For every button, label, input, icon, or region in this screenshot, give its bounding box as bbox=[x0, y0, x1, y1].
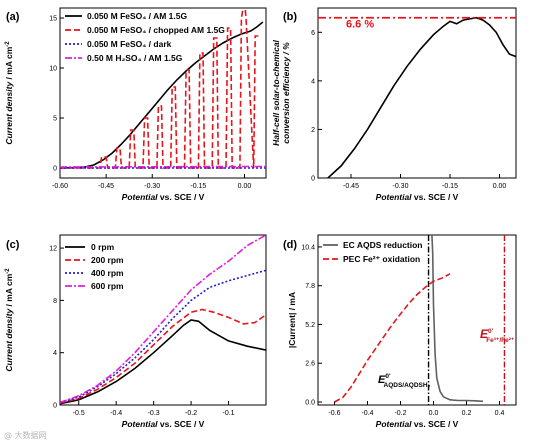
plot-frame bbox=[317, 234, 517, 406]
y-tick-label: 12 bbox=[49, 246, 57, 253]
series-group bbox=[334, 235, 484, 403]
plot-frame bbox=[59, 234, 267, 406]
series-line-1 bbox=[60, 319, 266, 405]
legend-label: 0.050 M FeSO₄ / AM 1.5G bbox=[87, 11, 187, 21]
legend-label: 600 rpm bbox=[91, 281, 124, 291]
y-tick-label: 15 bbox=[49, 16, 57, 23]
x-tick-label: -0.15 bbox=[442, 183, 458, 190]
y-tick-label: 0 bbox=[53, 403, 57, 410]
x-tick-label: -0.45 bbox=[343, 183, 359, 190]
panel-c: -0.5 -0.4 -0.3 -0.2 -0.1 0 4 8 12 Potential vs. S… bbox=[4, 234, 267, 429]
y-axis-label: Current density / mA cm-2 bbox=[4, 41, 14, 145]
x-axis-label: Potential vs. SCE / V bbox=[376, 192, 459, 202]
annotation-efficiency: 6.6 % bbox=[346, 19, 374, 31]
panel-b: -0.45 -0.30 -0.15 0.00 0 2 4 6 Potential vs. SCE… bbox=[271, 7, 517, 202]
watermark-text: @ 大数据网 bbox=[4, 430, 47, 440]
y-tick-label: 7.8 bbox=[305, 283, 315, 290]
y-tick-label: 5.2 bbox=[305, 322, 315, 329]
y-tick-label: 0.0 bbox=[305, 400, 315, 407]
series-group bbox=[60, 8, 266, 169]
legend-label: PEC Fe²⁺ oxidation bbox=[343, 254, 420, 264]
panel-d: -0.6 -0.4 -0.2 0.0 0.2 0.4 0.0 2.6 5.2 7.8 10.4 Pot… bbox=[283, 234, 517, 429]
legend-label: 200 rpm bbox=[91, 255, 124, 265]
x-tick-label: -0.30 bbox=[393, 183, 409, 190]
x-tick-label: -0.3 bbox=[148, 410, 160, 417]
plot-frame bbox=[317, 7, 517, 179]
series-line-1 bbox=[431, 235, 484, 403]
y-tick-label: 2.6 bbox=[305, 361, 315, 368]
x-tick-label: 0.4 bbox=[495, 410, 505, 417]
legend-label: 0.050 M FeSO₄ / chopped AM 1.5G bbox=[87, 25, 225, 35]
series-line-4 bbox=[60, 165, 266, 168]
x-tick-label: 0.0 bbox=[429, 410, 439, 417]
y-tick-label: 4 bbox=[53, 350, 57, 357]
series-line-2 bbox=[60, 308, 266, 404]
y-tick-label: 10 bbox=[49, 66, 57, 73]
series-line-2 bbox=[60, 8, 259, 169]
x-tick-label: -0.30 bbox=[144, 183, 160, 190]
x-axis-label: Potential vs. SCE / V bbox=[122, 419, 205, 429]
x-tick-label: -0.45 bbox=[98, 183, 114, 190]
x-axis-label: Potential vs. SCE / V bbox=[376, 419, 459, 429]
y-tick-label: 6 bbox=[311, 30, 315, 37]
x-tick-label: -0.2 bbox=[185, 410, 197, 417]
legend-label: EC AQDS reduction bbox=[343, 240, 423, 250]
legend-label: 400 rpm bbox=[91, 268, 124, 278]
annotation-fe-potential: E0' Fe³⁺/Fe²⁺ bbox=[480, 327, 515, 344]
panel-letter: (a) bbox=[6, 11, 20, 23]
y-tick-label: 8 bbox=[53, 298, 57, 305]
x-axis-label: Potential vs. SCE / V bbox=[122, 192, 205, 202]
series-line-1 bbox=[60, 21, 264, 169]
legend-label: 0.50 M H₂SO₄ / AM 1.5G bbox=[87, 53, 183, 63]
y-axis-label: Current density / mA cm-2 bbox=[4, 268, 14, 372]
series-line-4 bbox=[60, 235, 266, 404]
annotation-aqds-potential: E0' AQDS/AQDSH₂ bbox=[378, 373, 431, 389]
y-axis-label: Half-cell solar-to-chemicalconversion ef… bbox=[271, 39, 291, 145]
x-tick-label: -0.2 bbox=[394, 410, 406, 417]
plot-frame bbox=[59, 7, 267, 179]
y-tick-label: 5 bbox=[53, 116, 57, 123]
x-tick-label: -0.4 bbox=[361, 410, 373, 417]
y-axis-label: |Current| / mA bbox=[287, 292, 297, 348]
y-tick-label: 10.4 bbox=[301, 244, 315, 251]
series-group bbox=[327, 16, 516, 178]
legend-label: 0.050 M FeSO₄ / dark bbox=[87, 39, 172, 49]
x-tick-label: 0.00 bbox=[238, 183, 252, 190]
y-tick-label: 0 bbox=[311, 176, 315, 183]
series-line-1 bbox=[327, 16, 516, 178]
x-tick-label: -0.60 bbox=[52, 183, 68, 190]
series-line-3 bbox=[60, 269, 266, 404]
x-tick-label: 0.2 bbox=[462, 410, 472, 417]
x-tick-label: -0.6 bbox=[328, 410, 340, 417]
legend-label: 0 rpm bbox=[91, 242, 115, 252]
panel-letter: (b) bbox=[283, 11, 297, 23]
x-tick-label: -0.4 bbox=[110, 410, 122, 417]
series-group bbox=[60, 235, 266, 405]
y-tick-label: 4 bbox=[311, 78, 315, 85]
panel-letter: (c) bbox=[6, 239, 20, 251]
panel-a: -0.60 -0.45 -0.30 -0.15 0.00 0 5 10 15 Potential … bbox=[4, 7, 267, 202]
x-tick-label: -0.1 bbox=[223, 410, 235, 417]
panel-letter: (d) bbox=[283, 239, 297, 251]
x-tick-label: 0.00 bbox=[493, 183, 507, 190]
x-tick-label: -0.5 bbox=[73, 410, 85, 417]
y-tick-label: 0 bbox=[53, 166, 57, 173]
y-tick-label: 2 bbox=[311, 127, 315, 134]
x-tick-label: -0.15 bbox=[190, 183, 206, 190]
series-line-2 bbox=[334, 273, 451, 403]
